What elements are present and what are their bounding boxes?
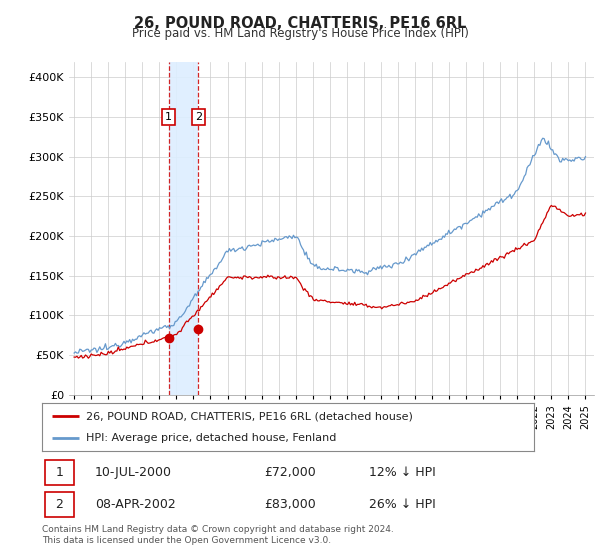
Text: 10-JUL-2000: 10-JUL-2000	[95, 466, 172, 479]
Text: 1: 1	[55, 466, 63, 479]
Bar	[169, 62, 199, 395]
Text: £72,000: £72,000	[264, 466, 316, 479]
Text: 1: 1	[165, 112, 172, 122]
Text: HPI: Average price, detached house, Fenland: HPI: Average price, detached house, Fenl…	[86, 433, 337, 443]
FancyBboxPatch shape	[44, 460, 74, 485]
Text: 26, POUND ROAD, CHATTERIS, PE16 6RL: 26, POUND ROAD, CHATTERIS, PE16 6RL	[134, 16, 466, 31]
Text: 26% ↓ HPI: 26% ↓ HPI	[370, 498, 436, 511]
Text: 12% ↓ HPI: 12% ↓ HPI	[370, 466, 436, 479]
FancyBboxPatch shape	[44, 492, 74, 517]
Text: 08-APR-2002: 08-APR-2002	[95, 498, 176, 511]
Text: Price paid vs. HM Land Registry's House Price Index (HPI): Price paid vs. HM Land Registry's House …	[131, 27, 469, 40]
Text: £83,000: £83,000	[264, 498, 316, 511]
Text: 2: 2	[195, 112, 202, 122]
Text: Contains HM Land Registry data © Crown copyright and database right 2024.
This d: Contains HM Land Registry data © Crown c…	[42, 525, 394, 545]
Text: 2: 2	[55, 498, 63, 511]
Text: 26, POUND ROAD, CHATTERIS, PE16 6RL (detached house): 26, POUND ROAD, CHATTERIS, PE16 6RL (det…	[86, 411, 413, 421]
